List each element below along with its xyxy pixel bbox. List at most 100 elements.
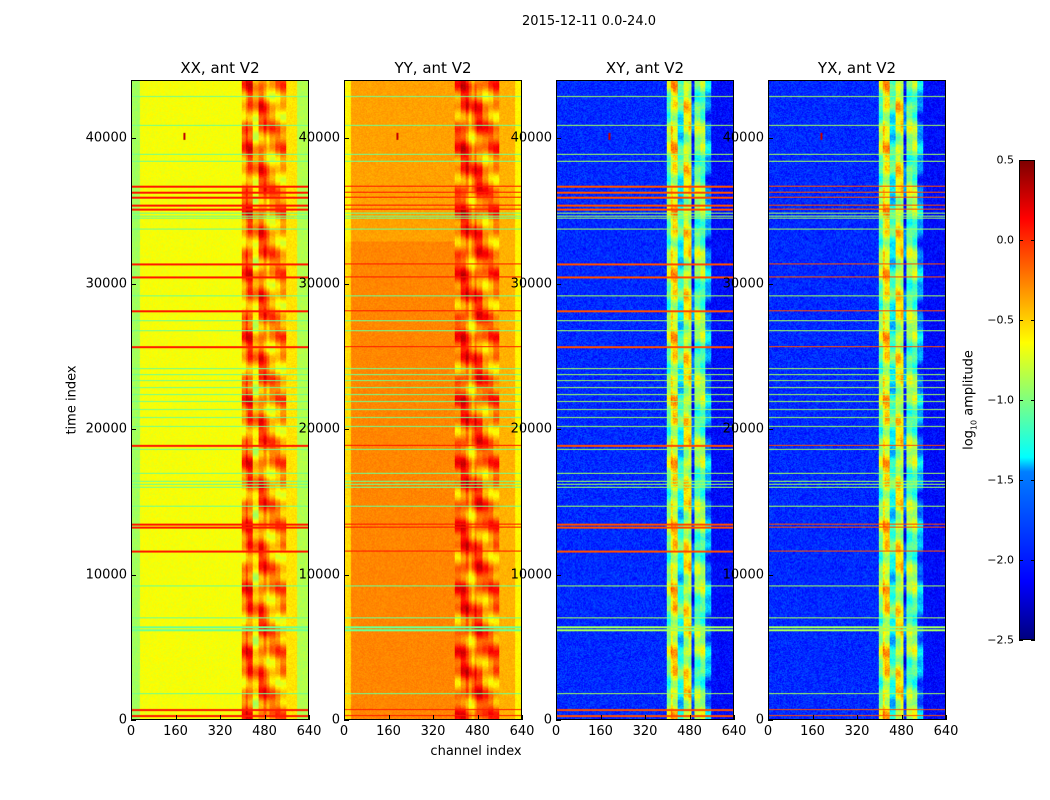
x-tick-label: 0 [126,724,136,739]
y-tick-mark [344,283,349,285]
panel-title: YY, ant V2 [394,59,472,77]
colorbar-tick-label: 0.0 [996,233,1015,247]
y-tick-label: 40000 [298,130,340,146]
x-tick-label: 320 [420,724,446,739]
panel-title: XY, ant V2 [605,59,685,77]
y-tick-mark [768,429,773,431]
y-tick-label: 40000 [510,130,552,146]
colorbar-tick-label: −1.0 [987,393,1014,407]
y-tick-mark [131,429,136,431]
y-tick-label: 0 [118,712,127,728]
colorbar-tick-mark [1031,160,1035,161]
y-tick-label: 20000 [85,421,127,437]
x-tick-mark [812,715,814,720]
x-tick-label: 480 [252,724,277,739]
colorbar-label-rest: amplitude [961,350,977,420]
x-tick-label: 160 [163,724,188,739]
heatmap-image [769,81,945,719]
colorbar-tick-mark [1019,320,1023,321]
y-tick-label: 40000 [722,130,764,146]
colorbar-tick-mark [1019,560,1023,561]
heatmap-image [557,81,733,719]
x-tick-label: 320 [844,724,870,739]
y-tick-label: 10000 [85,567,127,583]
y-tick-mark [556,720,561,721]
x-tick-mark [600,715,602,720]
colorbar-tick-mark [1031,400,1035,401]
y-tick-mark [556,283,561,285]
heatmap-image [132,81,308,719]
y-tick-label: 20000 [722,421,764,437]
figure-title: 2015-12-11 0.0-24.0 [522,14,656,29]
x-tick-mark [946,715,947,720]
x-tick-label: 640 [296,724,322,739]
colorbar-tick-mark [1019,160,1023,161]
x-tick-mark [768,715,769,720]
colorbar-tick-mark [1019,240,1023,241]
x-tick-label: 480 [677,724,702,739]
y-tick-label: 10000 [298,567,340,583]
x-tick-mark [689,715,691,720]
y-tick-mark [556,574,561,576]
y-tick-mark [131,138,136,140]
colorbar-tick-mark [1031,640,1035,641]
x-tick-mark [175,715,177,720]
y-tick-label: 0 [543,712,552,728]
x-axis-label: channel index [430,744,522,759]
x-tick-mark [556,715,557,720]
y-tick-label: 20000 [510,421,552,437]
y-tick-label: 30000 [298,276,340,292]
colorbar-tick-mark [1031,480,1035,481]
y-tick-mark [556,429,561,431]
y-tick-mark [344,138,349,140]
heatmap-panel [768,80,946,720]
colorbar-tick-mark [1019,480,1023,481]
colorbar-tick-mark [1019,400,1023,401]
heatmap-panel [344,80,522,720]
heatmap-panel [556,80,734,720]
x-tick-mark [734,715,735,720]
x-tick-mark [433,715,434,720]
colorbar-tick-mark [1031,560,1035,561]
y-tick-label: 0 [331,712,340,728]
x-tick-label: 160 [588,724,613,739]
y-tick-mark [556,138,561,140]
x-tick-mark [901,715,903,720]
y-tick-label: 10000 [510,567,552,583]
colorbar-tick-label: −0.5 [987,313,1014,327]
x-tick-label: 0 [339,724,349,739]
y-tick-mark [768,574,773,576]
x-tick-label: 640 [721,724,747,739]
colorbar-tick-mark [1031,240,1035,241]
colorbar-label-sub: 10 [969,419,979,431]
y-tick-mark [768,720,773,721]
x-tick-mark [264,715,266,720]
x-tick-label: 0 [763,724,773,739]
x-tick-label: 480 [465,724,490,739]
colorbar-tick-label: 0.5 [996,153,1015,167]
colorbar-tick-label: −2.5 [987,633,1014,647]
y-tick-label: 10000 [722,567,764,583]
x-tick-label: 0 [551,724,561,739]
colorbar-label-main: log [961,430,977,450]
x-tick-mark [477,715,479,720]
x-tick-label: 480 [889,724,914,739]
colorbar-tick-label: −1.5 [987,473,1014,487]
y-tick-label: 30000 [510,276,552,292]
x-tick-label: 640 [509,724,535,739]
y-tick-label: 20000 [298,421,340,437]
heatmap-panel [131,80,309,720]
x-tick-label: 320 [207,724,233,739]
x-tick-mark [857,715,858,720]
y-axis-label: time index [64,365,80,435]
y-tick-mark [344,720,349,721]
x-tick-label: 160 [376,724,401,739]
y-tick-mark [344,429,349,431]
y-tick-mark [131,283,136,285]
x-tick-mark [645,715,646,720]
x-tick-label: 160 [800,724,825,739]
x-tick-label: 640 [933,724,959,739]
x-tick-mark [131,715,132,720]
y-tick-mark [768,283,773,285]
x-tick-label: 320 [632,724,658,739]
